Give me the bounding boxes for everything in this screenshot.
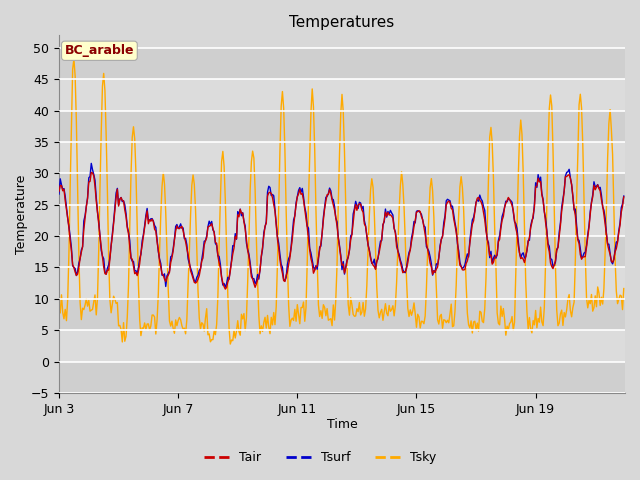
Tair xyxy=(563,174,570,180)
Bar xyxy=(59,142,625,173)
Tsurf xyxy=(355,205,362,211)
Bar xyxy=(59,110,625,142)
Tsky xyxy=(306,153,314,159)
Legend: Tair, Tsurf, Tsky: Tair, Tsurf, Tsky xyxy=(198,446,442,469)
Line: Tsurf: Tsurf xyxy=(59,163,624,287)
Tsky xyxy=(70,56,77,62)
Tsky xyxy=(344,301,352,307)
Tair xyxy=(221,286,229,292)
Bar xyxy=(59,330,625,361)
Tair xyxy=(534,175,542,181)
Tair xyxy=(55,188,63,194)
Tsky xyxy=(620,286,628,291)
Title: Temperatures: Temperatures xyxy=(289,15,395,30)
Tair xyxy=(306,247,314,253)
Tsurf xyxy=(306,245,314,251)
Tsurf xyxy=(344,254,352,260)
Line: Tair: Tair xyxy=(59,172,624,289)
Tsky xyxy=(227,341,234,347)
Tsky xyxy=(335,201,342,207)
Tsurf xyxy=(55,191,63,197)
Line: Tsky: Tsky xyxy=(59,59,624,344)
Bar xyxy=(59,299,625,330)
Y-axis label: Temperature: Temperature xyxy=(15,174,28,254)
Tsky xyxy=(563,307,570,313)
Tair xyxy=(344,254,352,260)
Tsurf xyxy=(534,172,542,178)
Tair xyxy=(335,235,342,240)
Bar xyxy=(59,267,625,299)
Tsurf xyxy=(88,160,95,166)
Bar xyxy=(59,236,625,267)
Bar xyxy=(59,361,625,393)
Tsky xyxy=(534,316,542,322)
Text: BC_arable: BC_arable xyxy=(65,44,134,57)
Bar xyxy=(59,79,625,110)
Tsurf xyxy=(335,235,342,240)
Bar xyxy=(59,48,625,79)
Tair xyxy=(620,194,628,200)
Bar xyxy=(59,204,625,236)
Bar xyxy=(59,173,625,204)
Tsurf xyxy=(221,284,229,290)
Tsurf xyxy=(620,193,628,199)
X-axis label: Time: Time xyxy=(326,419,357,432)
Tair xyxy=(355,202,362,208)
Tsurf xyxy=(563,169,570,175)
Tair xyxy=(88,169,95,175)
Tsky xyxy=(355,309,362,314)
Tsky xyxy=(55,302,63,308)
